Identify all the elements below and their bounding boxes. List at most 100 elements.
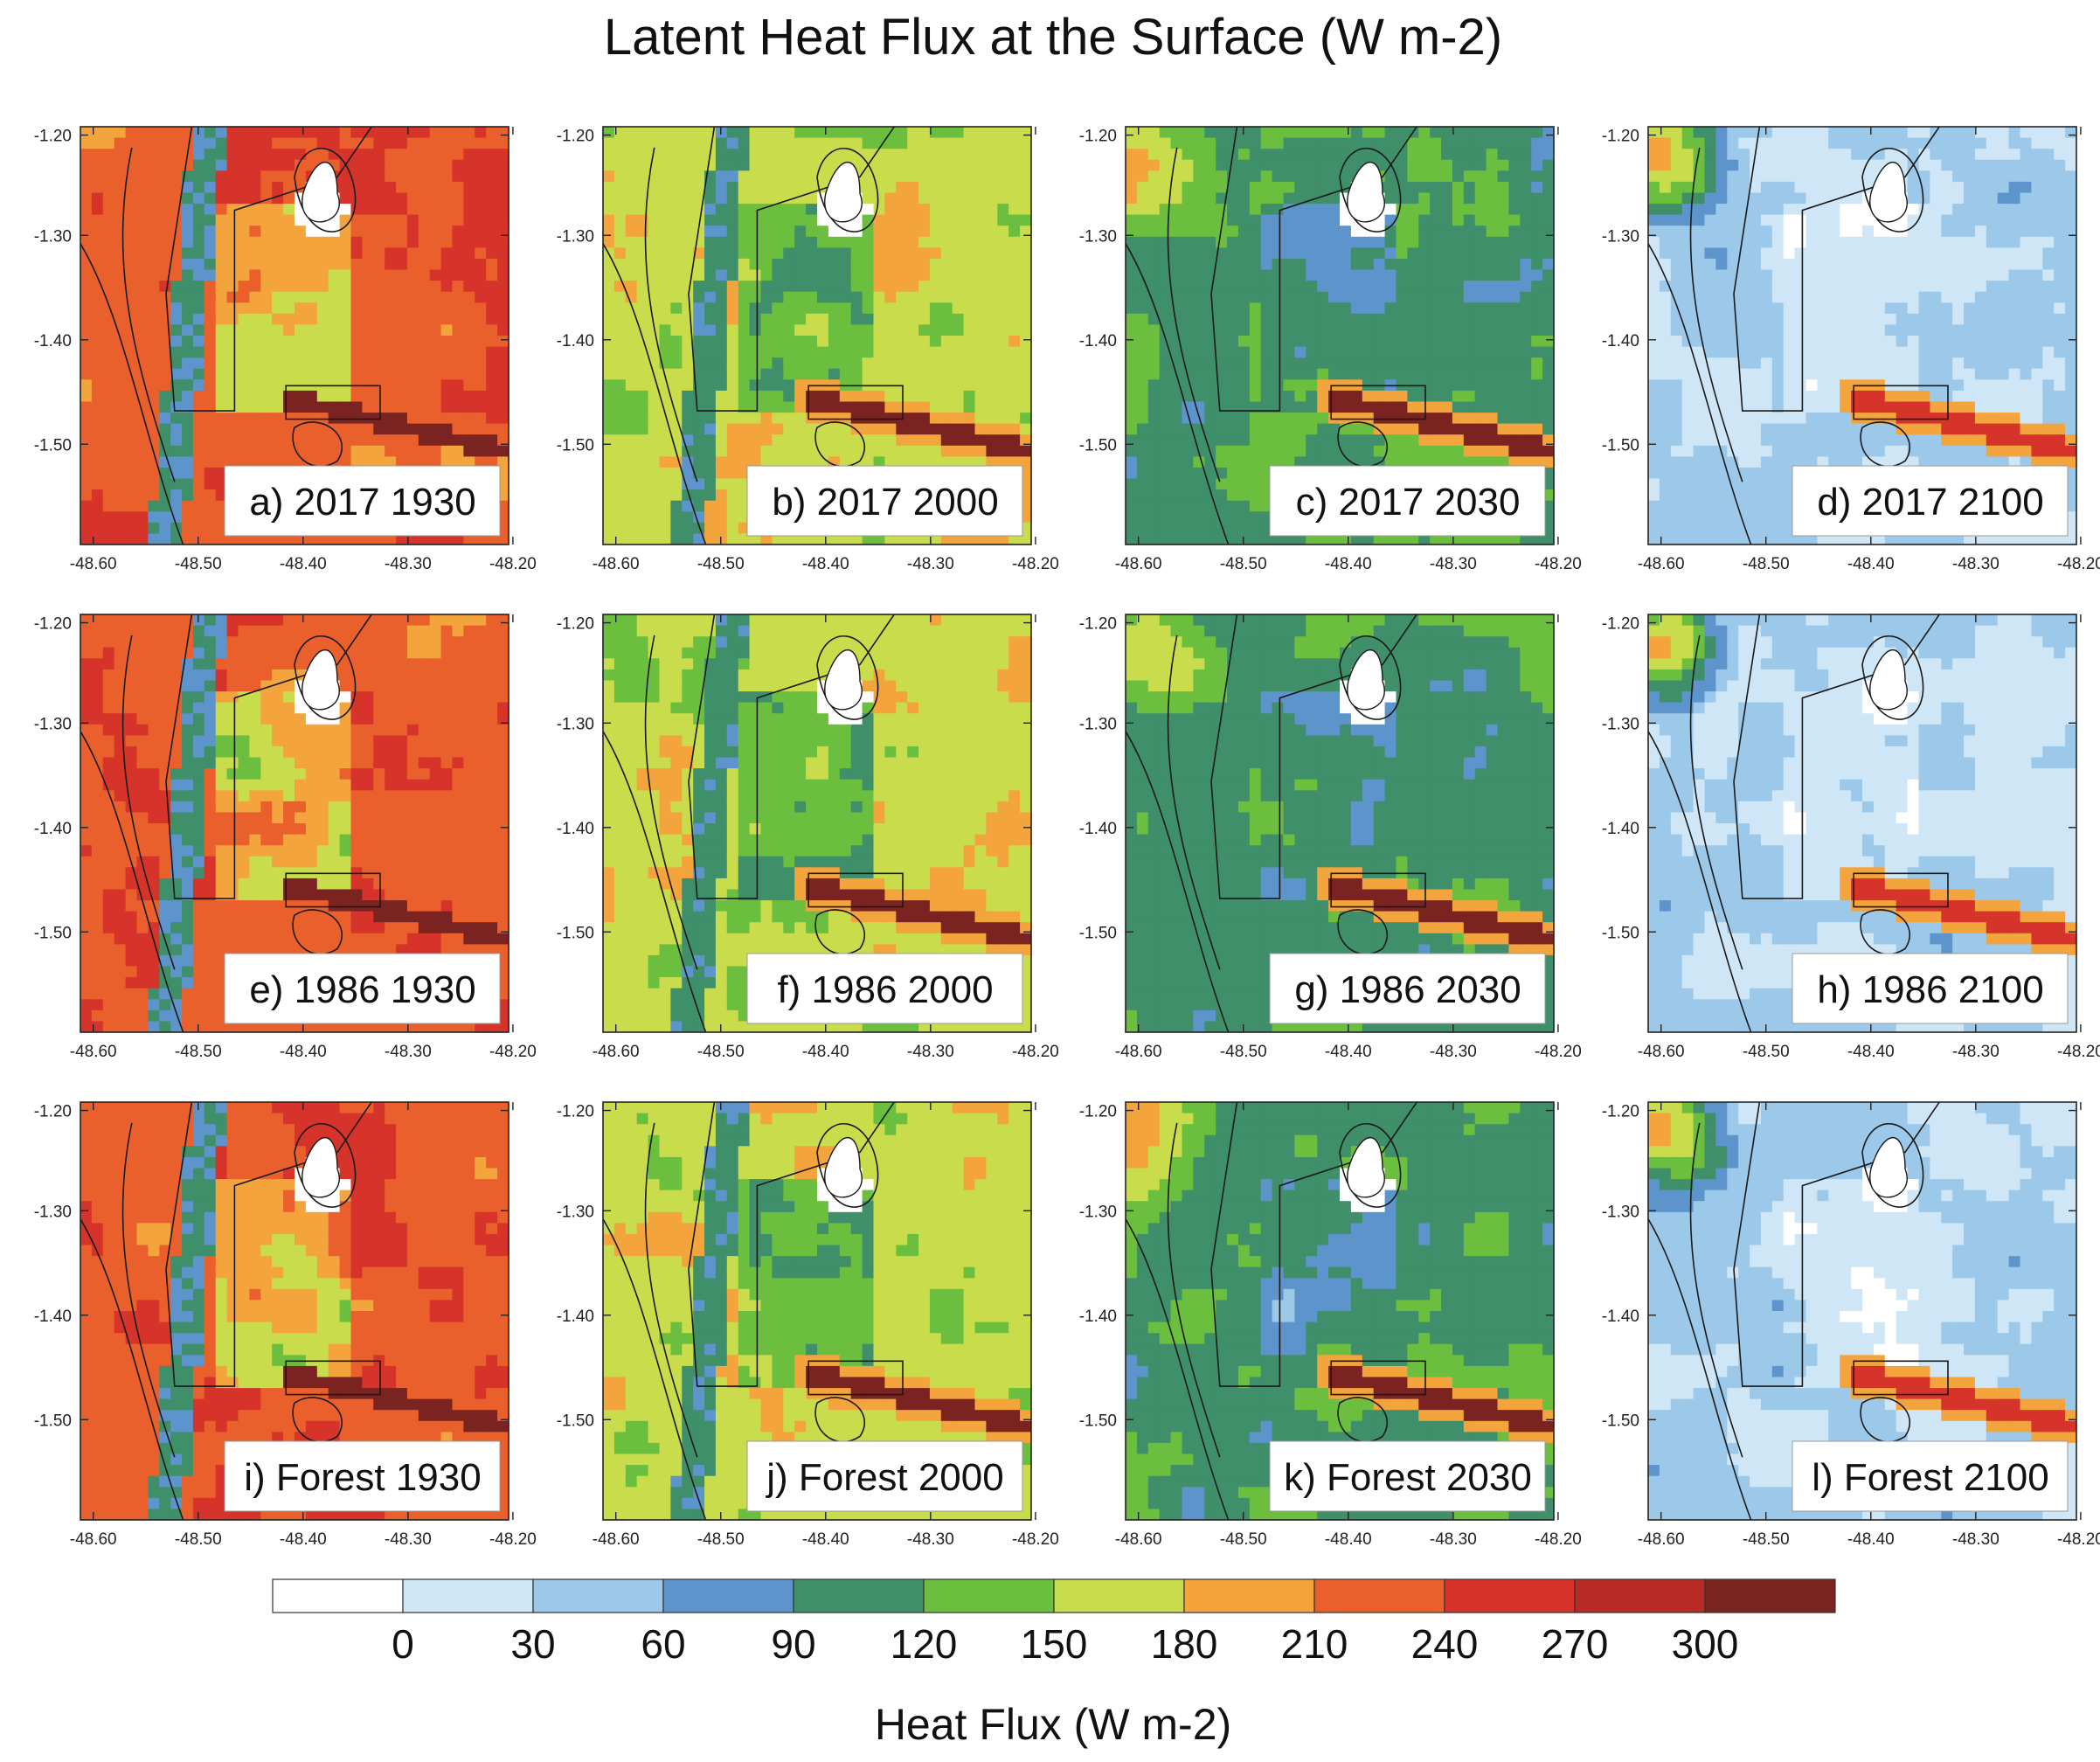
lon-tick-label: -48.50: [1220, 555, 1267, 573]
lon-tick-label: -48.30: [1952, 1043, 2000, 1061]
lon-tick-label: -48.60: [70, 555, 117, 573]
panel-label: e) 1986 1930: [249, 968, 475, 1011]
panel-label-box: [224, 1440, 501, 1512]
panel-label: d) 2017 2100: [1817, 481, 2043, 524]
lon-tick-label: -48.20: [2057, 1043, 2100, 1061]
lat-tick-label: -1.30: [1079, 227, 1117, 246]
lake-shape: [1869, 649, 1908, 711]
panel-label-box: [1269, 953, 1546, 1024]
panel-frame: [1125, 126, 1555, 545]
figure-title: Latent Heat Flux at the Surface (W m-2): [604, 9, 1502, 66]
lake-shape: [1347, 1136, 1385, 1198]
map-panel: -1.20 -1.30 -1.40 -1.50 -48.60 -48.50 -48.40 -4…: [34, 126, 537, 573]
panel-grid: -1.20 -1.30 -1.40 -1.50 -48.60 -48.50 -48.40 -4…: [34, 126, 2100, 1549]
lat-tick-label: -1.30: [557, 227, 594, 246]
lake-shape: [301, 1136, 340, 1198]
panel-label: k) Forest 2030: [1284, 1456, 1532, 1499]
lon-tick-label: -48.40: [1847, 1043, 1895, 1061]
lon-tick-label: -48.20: [1535, 1043, 1582, 1061]
panel-label: j) Forest 2000: [765, 1456, 1003, 1499]
panel-label: g) 1986 2030: [1294, 968, 1521, 1011]
lat-tick-label: -1.20: [557, 1103, 594, 1121]
panel-label: a) 2017 1930: [249, 481, 475, 524]
colorbar-tick-label: 270: [1542, 1621, 1609, 1667]
lat-tick-label: -1.50: [1602, 1412, 1639, 1430]
lon-tick-label: -48.40: [1325, 1043, 1372, 1061]
lake-shape: [1869, 161, 1908, 223]
colorbar-tick-label: 210: [1281, 1621, 1348, 1667]
colorbar-swatch: [1053, 1578, 1185, 1613]
lat-tick-label: -1.20: [34, 1103, 72, 1121]
lat-tick-label: -1.30: [557, 1203, 594, 1221]
lon-tick-label: -48.40: [802, 1043, 849, 1061]
lon-tick-label: -48.60: [1638, 1043, 1685, 1061]
map-panel: -1.20 -1.30 -1.40 -1.50 -48.60 -48.50 -48.40 -4…: [1602, 1101, 2100, 1549]
panel-label-box: [1792, 1440, 2069, 1512]
colorbar-tick-label: 150: [1021, 1621, 1088, 1667]
lat-tick-label: -1.30: [1079, 1203, 1117, 1221]
lon-tick-label: -48.50: [1743, 1043, 1790, 1061]
lat-tick-label: -1.40: [557, 332, 594, 350]
lon-tick-label: -48.40: [1325, 555, 1372, 573]
colorbar-tick-label: 240: [1411, 1621, 1479, 1667]
lat-tick-label: -1.40: [1602, 1308, 1639, 1326]
map-panel: -1.20 -1.30 -1.40 -1.50 -48.60 -48.50 -48.40 -4…: [34, 614, 537, 1061]
lon-tick-label: -48.20: [1535, 555, 1582, 573]
lon-tick-label: -48.60: [593, 1043, 640, 1061]
flux-field: [80, 1102, 509, 1520]
lon-tick-label: -48.50: [697, 1043, 745, 1061]
lon-tick-label: -48.30: [1952, 1530, 2000, 1549]
lake-shape: [824, 649, 863, 711]
lake-shape: [1347, 161, 1385, 223]
colorbar-tick-label: 0: [392, 1621, 414, 1667]
map-panel: -1.20 -1.30 -1.40 -1.50 -48.60 -48.50 -48.40 -4…: [1079, 614, 1582, 1061]
colorbar-swatch: [923, 1578, 1055, 1613]
coastline-contours: [1648, 614, 1949, 1032]
map-panel: -1.20 -1.30 -1.40 -1.50 -48.60 -48.50 -48.40 -4…: [557, 126, 1059, 573]
map-panel: -1.20 -1.30 -1.40 -1.50 -48.60 -48.50 -48.40 -4…: [557, 1101, 1059, 1549]
lat-tick-label: -1.40: [557, 1308, 594, 1326]
lon-tick-label: -48.50: [697, 555, 745, 573]
lat-tick-label: -1.30: [1602, 1203, 1639, 1221]
lat-tick-label: -1.40: [1602, 332, 1639, 350]
lat-tick-label: -1.30: [1602, 715, 1639, 733]
coastline-contours: [1126, 127, 1426, 545]
lon-tick-label: -48.60: [70, 1530, 117, 1549]
lake-shape: [824, 161, 863, 223]
map-panel: -1.20 -1.30 -1.40 -1.50 -48.60 -48.50 -48.40 -4…: [1079, 126, 1582, 573]
lon-tick-label: -48.50: [175, 555, 222, 573]
lat-tick-label: -1.50: [34, 1412, 72, 1430]
lon-tick-label: -48.40: [1847, 1530, 1895, 1549]
lon-tick-label: -48.40: [802, 1530, 849, 1549]
lon-tick-label: -48.60: [1115, 1043, 1162, 1061]
lon-tick-label: -48.50: [1220, 1043, 1267, 1061]
lon-tick-label: -48.60: [70, 1043, 117, 1061]
lon-tick-label: -48.30: [1952, 555, 2000, 573]
lake-shape: [301, 161, 340, 223]
lat-tick-label: -1.30: [1079, 715, 1117, 733]
map-panel: -1.20 -1.30 -1.40 -1.50 -48.60 -48.50 -48.40 -4…: [1602, 126, 2100, 573]
lat-tick-label: -1.40: [1079, 1308, 1117, 1326]
lon-tick-label: -48.60: [593, 555, 640, 573]
panel-label-box: [1269, 465, 1546, 537]
colorbar-tick-label: 300: [1672, 1621, 1739, 1667]
lon-tick-label: -48.20: [1012, 1530, 1059, 1549]
colorbar-swatch: [402, 1578, 534, 1613]
colorbar-swatch: [532, 1578, 664, 1613]
panel-label-box: [224, 465, 501, 537]
lat-tick-label: -1.50: [557, 1412, 594, 1430]
lon-tick-label: -48.20: [489, 555, 537, 573]
lon-tick-label: -48.30: [385, 1043, 432, 1061]
lon-tick-label: -48.50: [1220, 1530, 1267, 1549]
panel-frame: [1125, 1101, 1555, 1521]
lake-shape: [824, 1136, 863, 1198]
coastline-contours: [80, 1102, 381, 1520]
lon-tick-label: -48.30: [907, 1043, 954, 1061]
lon-tick-label: -48.40: [280, 1530, 327, 1549]
lat-tick-label: -1.50: [34, 436, 72, 454]
lat-tick-label: -1.50: [1079, 436, 1117, 454]
coastline-contours: [1126, 614, 1426, 1032]
panel-label-box: [746, 1440, 1023, 1512]
colorbar-swatch: [662, 1578, 794, 1613]
colorbar-swatch: [1183, 1578, 1315, 1613]
